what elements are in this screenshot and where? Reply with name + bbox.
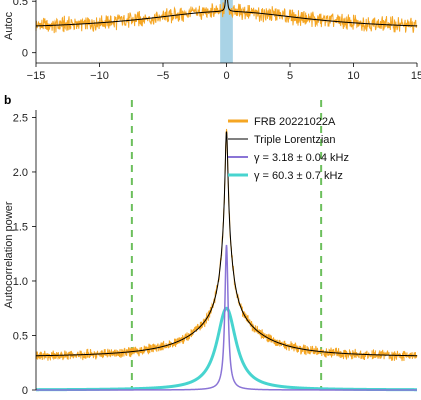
panel-b-ytick-label: 1.5: [13, 221, 28, 233]
panel-a-ytick-label: 0.5: [13, 0, 28, 8]
panel-b-ylabel: Autocorrelation power: [3, 201, 15, 308]
panel-a-xtick-label: 5: [287, 70, 293, 82]
panel-a-data-line: [35, 0, 418, 34]
panel-a-xtick-label: 0: [223, 70, 229, 82]
panel-a-shaded-band: [220, 0, 233, 63]
panel-b-yticks: 0 0.5 1.0 1.5 2.0 2.5: [13, 112, 36, 397]
legend-label: FRB 20221022A: [254, 116, 336, 128]
panel-b-ytick-label: 1.0: [13, 276, 28, 288]
panel-b-wide-lorentzian: [36, 306, 417, 392]
panel-b-ytick-label: 2.0: [13, 167, 28, 179]
panel-b-ytick-label: 2.5: [13, 112, 28, 124]
panel-a-xtick-label: 15: [411, 70, 421, 82]
panel-a-ylabel: Autoc: [3, 11, 15, 40]
panel-a: Autoc 00.5 −15 −10 −5 0 5 10 15: [3, 0, 421, 82]
panel-a-xtick-label: −5: [157, 70, 170, 82]
panel-b-fit-line: [36, 131, 417, 357]
panel-b-ytick-label: 0: [22, 385, 28, 397]
panel-a-fit-line: [35, 0, 418, 27]
panel-a-ytick-label: 0: [22, 48, 28, 60]
legend-label: γ = 60.3 ± 0.7 kHz: [254, 170, 343, 182]
legend-label: γ = 3.18 ± 0.04 kHz: [254, 152, 349, 164]
panel-a-yticks: 00.5: [13, 0, 36, 60]
panel-a-xticks: −15 −10 −5 0 5 10 15: [27, 63, 421, 82]
panel-b: b Autocorrelation power 0 0.5 1.0 1.5 2.0 2.5…: [3, 93, 418, 397]
panel-a-xtick-label: −15: [27, 70, 46, 82]
panel-a-xtick-label: 10: [347, 70, 359, 82]
panel-a-xtick-label: −10: [90, 70, 109, 82]
panel-b-letter: b: [4, 93, 11, 107]
panel-b-legend: FRB 20221022A Triple Lorentzian γ = 3.18 ±…: [228, 116, 349, 182]
legend-label: Triple Lorentzian: [254, 134, 336, 146]
panel-b-ytick-label: 0.5: [13, 330, 28, 342]
panel-b-narrow-lorentzian: [36, 244, 417, 391]
